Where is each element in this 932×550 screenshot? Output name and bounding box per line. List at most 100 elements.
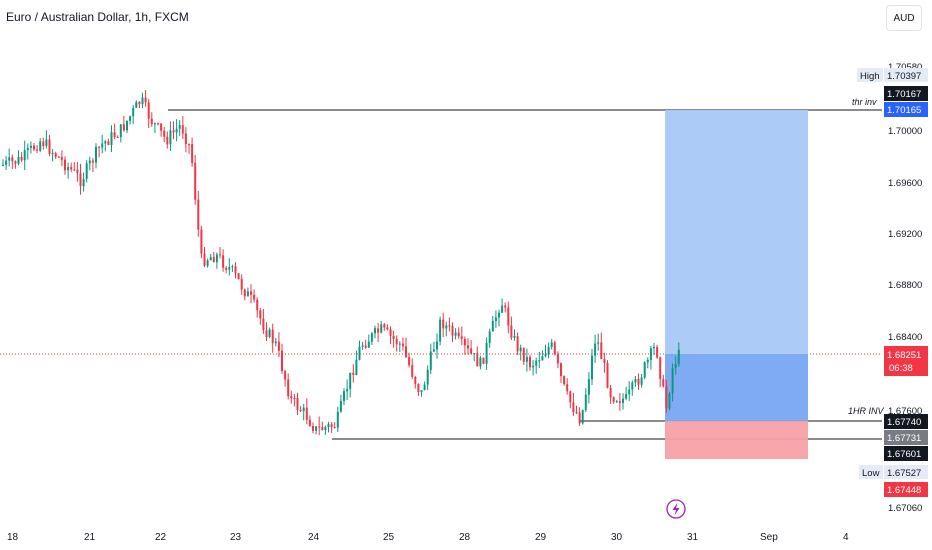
candle-body [358, 346, 361, 360]
candle-body [271, 329, 274, 344]
candle-body [274, 341, 277, 344]
candle-body [51, 153, 54, 155]
candle-body [54, 153, 57, 157]
candle-body [119, 124, 122, 138]
candle-body [594, 343, 597, 356]
candle-body [674, 364, 677, 368]
candle-body [395, 338, 398, 345]
candle-body [479, 357, 482, 367]
candle-body [141, 97, 144, 105]
candle-body [11, 157, 14, 162]
high-value-box [884, 68, 928, 82]
candle-body [116, 137, 119, 139]
candle-body [451, 325, 454, 336]
candle-body [401, 343, 404, 347]
candle-body [330, 424, 333, 428]
candle-body [259, 310, 262, 319]
current-price-value: 1.68251 [887, 350, 921, 361]
candle-body [129, 116, 132, 121]
candle-body [460, 336, 463, 339]
candle-body [603, 359, 606, 363]
candle-body [305, 407, 308, 420]
candle-body [448, 325, 451, 327]
price-tick: 1.67060 [888, 503, 922, 514]
candle-body [228, 267, 231, 270]
candle-body [203, 253, 206, 266]
candle-body [423, 384, 426, 391]
candle-body [649, 348, 652, 360]
candle-body [135, 101, 138, 108]
candle-body [178, 125, 181, 129]
entry-low-value: 1.67731 [887, 433, 921, 444]
candle-body [535, 360, 538, 366]
candle-body [290, 396, 293, 398]
candle-body [169, 130, 172, 145]
date-tick: 31 [687, 532, 699, 543]
candle-body [95, 146, 97, 163]
price-tick: 1.68400 [888, 332, 922, 343]
target-zone[interactable] [665, 110, 808, 354]
date-tick: 23 [230, 532, 242, 543]
candle-body [352, 372, 355, 376]
candle-body [215, 254, 218, 263]
candle-body [262, 318, 265, 331]
candle-body [110, 132, 113, 145]
candle-body [476, 353, 479, 367]
profit-zone-filled [665, 354, 808, 421]
candle-body [126, 120, 128, 131]
candle-body [507, 307, 510, 326]
date-tick: 21 [84, 532, 96, 543]
current-price-tag [884, 346, 928, 376]
candle-body [26, 147, 29, 151]
candle-body [547, 346, 550, 355]
candle-body [85, 163, 88, 179]
candlestick-series [2, 89, 680, 436]
candle-body [553, 342, 556, 355]
hr-inv-label: 1HR INV [848, 406, 885, 416]
candle-body [677, 349, 680, 365]
candle-body [212, 257, 215, 263]
candle-body [107, 141, 110, 145]
candle-body [318, 426, 321, 428]
candle-body [231, 266, 234, 268]
candle-body [591, 355, 593, 380]
candle-body [36, 149, 39, 151]
candle-body [426, 369, 429, 385]
low-label-box [859, 465, 883, 479]
candle-body [308, 419, 311, 426]
stop-value: 1.67448 [887, 485, 921, 496]
candle-body [60, 157, 63, 160]
candle-body [346, 389, 349, 392]
candle-body [209, 257, 212, 261]
candle-body [386, 327, 389, 330]
candle-body [575, 412, 578, 414]
candle-body [380, 324, 383, 333]
candle-body [98, 146, 101, 148]
take-profit-tag [884, 86, 928, 101]
candle-body [643, 362, 646, 378]
candle-body [181, 125, 184, 134]
candle-body [538, 360, 541, 362]
currency-button[interactable]: AUD [886, 5, 922, 31]
candle-body [197, 199, 200, 230]
candle-body [45, 139, 48, 147]
candle-body [157, 123, 159, 125]
candle-body [646, 359, 649, 363]
candle-body [175, 128, 178, 133]
support-tag [884, 446, 928, 461]
candle-body [343, 391, 345, 401]
date-tick: 29 [535, 532, 547, 543]
candle-body [82, 178, 85, 187]
lightning-icon[interactable] [666, 499, 686, 519]
candle-body [5, 160, 8, 165]
date-tick: 25 [383, 532, 395, 543]
date-tick: 22 [155, 532, 167, 543]
candle-body [153, 123, 156, 125]
candle-body [315, 426, 318, 431]
low-label: Low [862, 468, 880, 479]
stop-zone[interactable] [665, 421, 808, 459]
candle-body [584, 394, 587, 411]
candle-body [302, 407, 305, 412]
candle-body [48, 139, 51, 154]
